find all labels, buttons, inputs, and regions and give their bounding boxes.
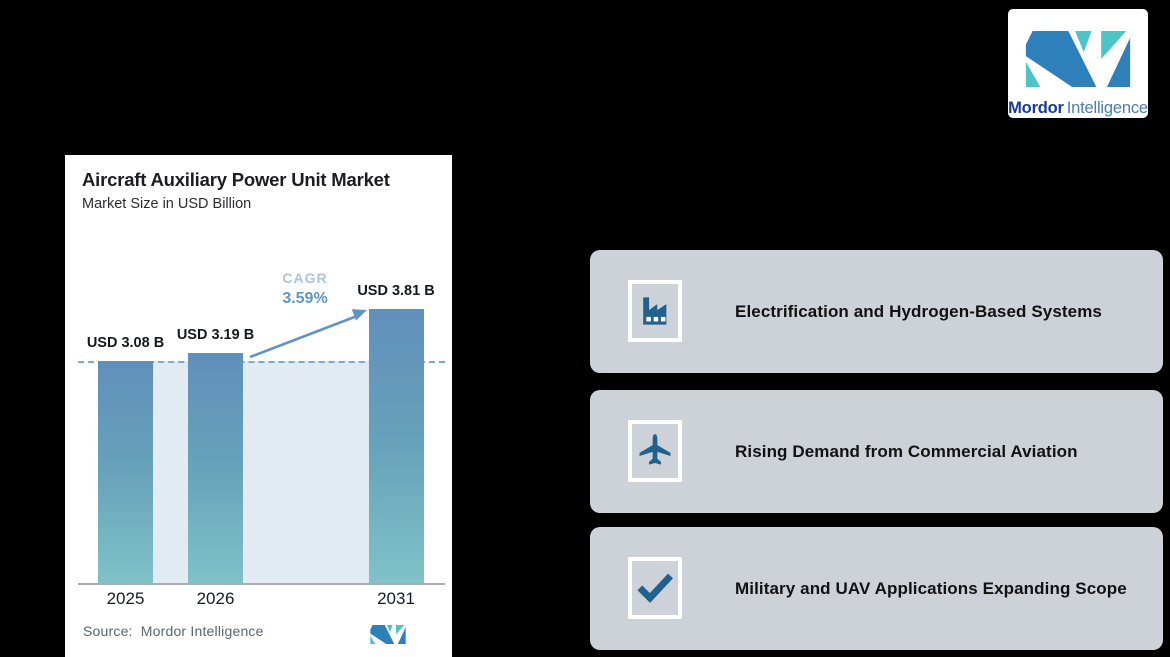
cagr-annotation: CAGR 3.59%: [257, 269, 353, 309]
x-tick-label: 2025: [106, 589, 145, 608]
growth-arrow-icon: [249, 309, 367, 359]
brand-logo-card: Mordor Intelligence: [1008, 9, 1148, 118]
x-tick-label: 2031: [377, 589, 415, 608]
airplane-icon-box: [628, 420, 682, 482]
source-label: Source:: [83, 623, 133, 639]
mordor-intelligence-mini-logo-icon: [370, 625, 406, 644]
source-value: Mordor Intelligence: [140, 623, 264, 639]
checkmark-icon: [637, 573, 673, 603]
bar-2031: [368, 308, 424, 583]
bar-value-label: USD 3.19 B: [176, 327, 255, 344]
factory-icon: [643, 297, 667, 325]
bar-chart-plot: CAGR 3.59% USD 3.08 B 2025 USD 3.19 B 2026 U…: [65, 155, 452, 657]
cagr-value: 3.59%: [282, 289, 328, 307]
highlight-label: Rising Demand from Commercial Aviation: [735, 441, 1078, 461]
airplane-icon: [639, 434, 671, 465]
highlight-label: Military and UAV Applications Expanding …: [735, 578, 1127, 598]
checkmark-icon-box: [628, 557, 682, 619]
highlight-card-commercial-aviation: Rising Demand from Commercial Aviation: [590, 390, 1163, 513]
brand-wordmark: Mordor Intelligence: [1008, 99, 1148, 118]
highlight-card-electrification: Electrification and Hydrogen-Based Syste…: [590, 250, 1163, 373]
mordor-intelligence-logo-icon: [1025, 31, 1131, 87]
brand-name-intelligence: Intelligence: [1066, 99, 1148, 117]
highlight-label: Electrification and Hydrogen-Based Syste…: [735, 301, 1102, 321]
bar-value-label: USD 3.81 B: [357, 282, 435, 299]
highlight-card-military-uav: Military and UAV Applications Expanding …: [590, 527, 1163, 650]
factory-icon-box: [628, 280, 682, 342]
x-axis-line: [78, 583, 445, 585]
x-tick-label: 2026: [196, 589, 235, 608]
chart-title: Aircraft Auxiliary Power Unit Market: [82, 169, 390, 190]
chart-subtitle: Market Size in USD Billion: [82, 196, 252, 212]
brand-name-mordor: Mordor: [1008, 99, 1064, 117]
reference-dashed-line: [78, 361, 445, 364]
bar-2025: [98, 361, 153, 583]
market-chart-card: Aircraft Auxiliary Power Unit Market Mar…: [65, 155, 452, 657]
cagr-label: CAGR: [282, 270, 328, 286]
bar-value-label: USD 3.08 B: [86, 335, 165, 352]
bar-2026: [188, 353, 243, 583]
source-attribution: Source: Mordor Intelligence: [83, 623, 264, 639]
